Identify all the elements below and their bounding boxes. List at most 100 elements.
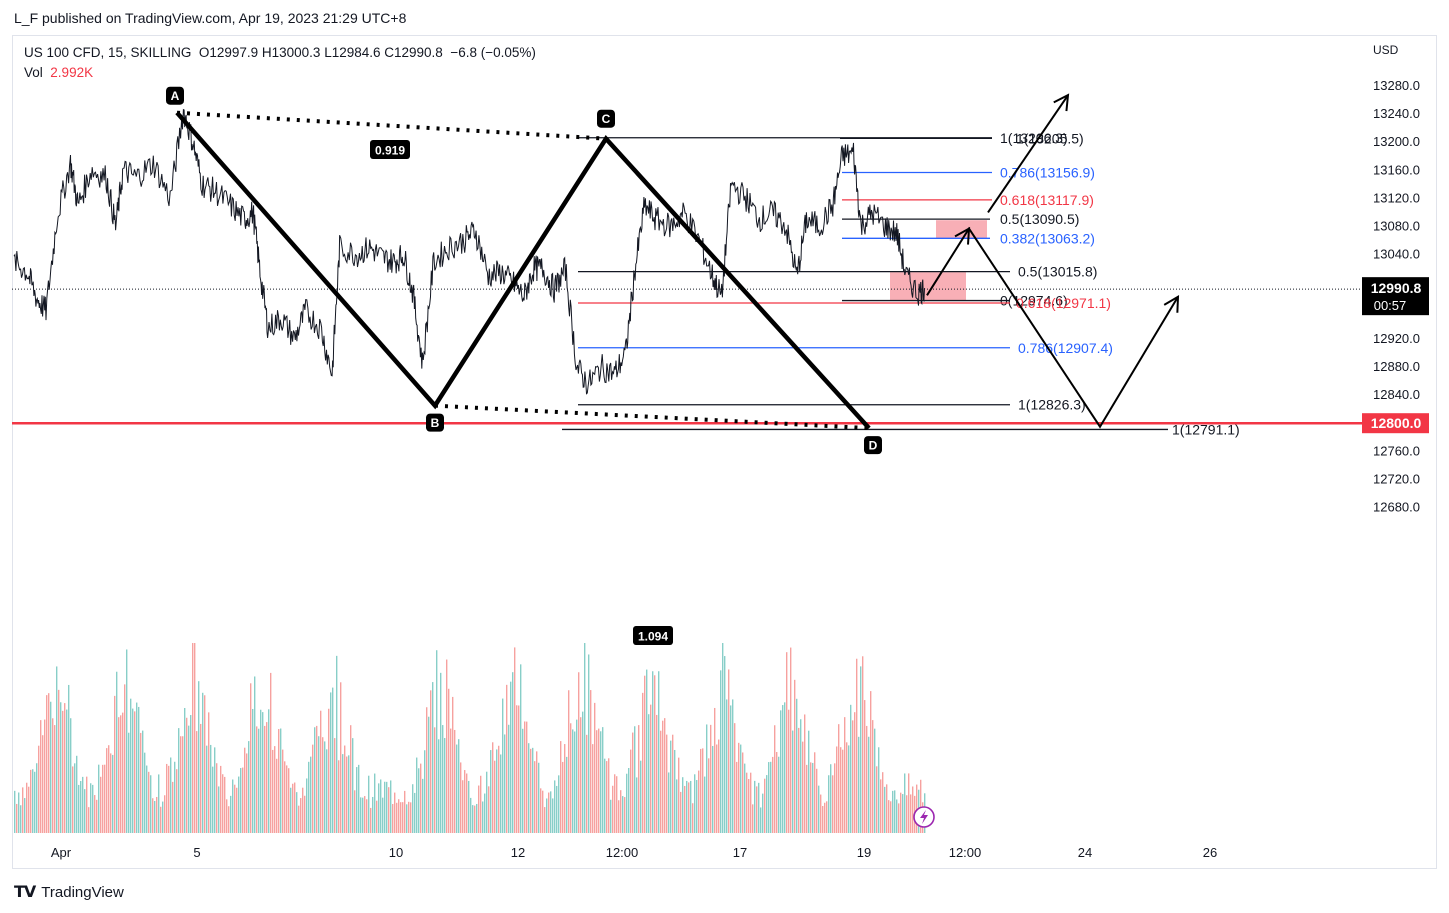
volume-bar xyxy=(884,786,886,833)
volume-bar xyxy=(244,747,246,833)
volume-bar xyxy=(764,778,766,833)
fib-level-label: 0.5(13015.8) xyxy=(1018,264,1097,280)
volume-bar xyxy=(172,781,174,833)
last-price-badge xyxy=(1362,277,1429,316)
volume-bar xyxy=(650,704,652,833)
volume-bar xyxy=(440,672,442,833)
volume-bar xyxy=(36,763,38,833)
volume-bar xyxy=(834,763,836,833)
arrow-head-icon xyxy=(954,226,971,245)
volume-bar xyxy=(364,796,366,833)
volume-bar xyxy=(394,792,396,833)
volume-bar xyxy=(32,769,34,833)
volume-bar xyxy=(420,763,422,833)
footer-branding[interactable]: 𝗧𝗩 TradingView xyxy=(14,882,124,902)
volume-bar xyxy=(338,760,340,833)
volume-bar xyxy=(252,708,254,833)
volume-bar xyxy=(82,776,84,833)
volume-bar xyxy=(504,734,506,833)
volume-bar xyxy=(892,790,894,833)
volume-bar xyxy=(356,767,358,833)
volume-bar xyxy=(292,783,294,833)
volume-bar xyxy=(306,778,308,833)
lightning-bolt-icon xyxy=(920,810,928,824)
volume-bar xyxy=(264,725,266,833)
volume-bar xyxy=(874,728,876,833)
volume-bar xyxy=(398,799,400,833)
symbol-label[interactable]: US 100 CFD, 15, SKILLING xyxy=(24,45,192,60)
volume-bar xyxy=(170,757,172,833)
volume-bar xyxy=(272,749,274,833)
volume-bar xyxy=(676,779,678,833)
volume-bar xyxy=(674,749,676,833)
volume-bar xyxy=(380,779,382,833)
volume-bar xyxy=(168,765,170,833)
volume-bar xyxy=(548,792,550,833)
target-zone xyxy=(936,220,987,239)
volume-bar xyxy=(174,761,176,833)
volume-bar xyxy=(710,724,712,833)
y-tick-label: 13240.0 xyxy=(1373,106,1420,121)
point-badge xyxy=(864,436,882,455)
y-tick-label: 13280.0 xyxy=(1373,78,1420,93)
ratio-label: 1.094 xyxy=(638,630,668,644)
volume-bar xyxy=(638,725,640,833)
volume-bar xyxy=(112,754,114,833)
currency-label[interactable]: USD xyxy=(1373,43,1399,57)
volume-bar xyxy=(424,750,426,833)
ratio-badge xyxy=(370,140,410,159)
tradingview-logo-icon: 𝗧𝗩 xyxy=(14,884,36,901)
volume-bar xyxy=(88,807,90,833)
volume-bar xyxy=(24,798,26,833)
volume-bar xyxy=(716,744,718,833)
volume-bar xyxy=(734,723,736,833)
volume-bar xyxy=(322,737,324,833)
volume-bar xyxy=(756,786,758,833)
volume-bar xyxy=(510,681,512,833)
volume-bar xyxy=(482,801,484,833)
volume-bar xyxy=(18,792,20,833)
volume-bar xyxy=(408,801,410,833)
volume-bar xyxy=(578,672,580,833)
volume-bar xyxy=(290,787,292,833)
volume-bar xyxy=(552,798,554,833)
volume-bar xyxy=(538,762,540,833)
volume-bar xyxy=(886,784,888,833)
volume-bar xyxy=(584,643,586,833)
volume-bar xyxy=(220,765,222,833)
volume-bar xyxy=(512,672,514,833)
y-tick-label: 13040.0 xyxy=(1373,247,1420,262)
volume-bar xyxy=(40,720,42,833)
volume-bar xyxy=(586,734,588,833)
footer-brand-text: TradingView xyxy=(41,883,124,901)
volume-bar xyxy=(194,643,196,833)
volume-bar xyxy=(184,708,186,833)
volume-bar xyxy=(56,666,58,833)
volume-bar xyxy=(476,803,478,833)
y-tick-label: 13160.0 xyxy=(1373,162,1420,177)
x-tick-label: 12:00 xyxy=(949,845,982,860)
volume-bar xyxy=(736,761,738,833)
harmonic-pattern: 0.919 1.094 A B C D xyxy=(166,86,882,645)
volume-bar xyxy=(410,802,412,833)
volume-bar xyxy=(802,741,804,833)
volume-bar xyxy=(452,696,454,833)
volume-bar xyxy=(810,762,812,833)
volume-bar xyxy=(466,773,468,833)
volume-bar xyxy=(816,768,818,833)
fib-level-label: 0.618(13117.9) xyxy=(1000,192,1094,208)
volume-bar xyxy=(470,797,472,833)
volume-bar xyxy=(234,784,236,833)
volume-bar xyxy=(522,728,524,833)
volume-bar xyxy=(148,771,150,833)
volume-bar xyxy=(594,702,596,833)
volume-label[interactable]: Vol xyxy=(24,65,43,80)
volume-bar xyxy=(808,730,810,833)
x-tick-label: Apr xyxy=(51,845,72,860)
volume-bar xyxy=(212,766,214,833)
chart-frame[interactable] xyxy=(12,35,1437,869)
volume-bar xyxy=(724,656,726,833)
volume-bar xyxy=(592,744,594,833)
fib-level-label: 1(12826.3) xyxy=(1018,397,1086,413)
